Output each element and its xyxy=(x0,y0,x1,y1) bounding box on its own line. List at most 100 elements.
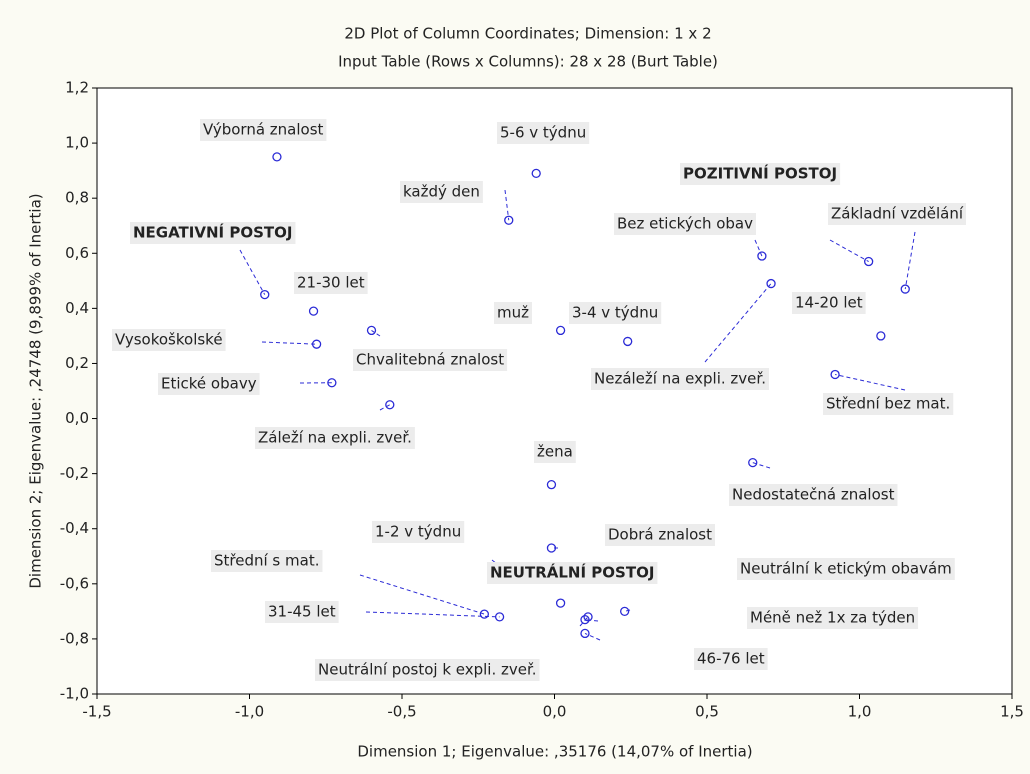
x-axis-label: Dimension 1; Eigenvalue: ,35176 (14,07% … xyxy=(357,743,752,761)
label-background xyxy=(828,203,967,225)
leader-line xyxy=(834,373,906,391)
point-label: Neutrální k etickým obavám xyxy=(740,560,952,578)
label-background xyxy=(737,558,955,580)
point-label: muž xyxy=(497,304,529,322)
leader-line xyxy=(261,341,317,345)
label-background xyxy=(158,373,260,395)
x-tick-label: -1,5 xyxy=(82,703,111,721)
point xyxy=(494,612,505,622)
label-background xyxy=(497,122,590,144)
point xyxy=(900,284,910,294)
point xyxy=(620,606,630,617)
point xyxy=(583,612,593,622)
y-tick-label: -1,0 xyxy=(60,685,89,703)
point-label: Chvalitebná znalost xyxy=(356,351,504,369)
point-label: Střední s mat. xyxy=(214,552,319,570)
point xyxy=(308,306,319,316)
leader-line xyxy=(829,239,869,262)
leader-line xyxy=(754,239,763,257)
point-label: 46-76 let xyxy=(697,650,765,668)
point xyxy=(366,325,377,336)
x-tick-label: 0,5 xyxy=(695,703,719,721)
point-label: 1-2 v týdnu xyxy=(375,523,461,541)
point xyxy=(546,480,557,490)
label-background xyxy=(200,119,327,141)
label-background xyxy=(494,302,532,324)
point-label: Nedostatečná znalost xyxy=(732,486,895,504)
point-label: Základní vzdělání xyxy=(831,205,964,223)
x-tick-label: -1,0 xyxy=(235,703,264,721)
label-background xyxy=(265,601,339,623)
point-label: Méně než 1x za týden xyxy=(750,609,915,627)
leader-line xyxy=(584,632,601,641)
y-tick-label: 0,0 xyxy=(65,409,89,427)
point xyxy=(504,215,514,225)
point-label: 31-45 let xyxy=(268,603,336,621)
label-background xyxy=(130,222,296,244)
y-axis-label: Dimension 2; Eigenvalue: ,24748 (9,899% … xyxy=(27,193,45,588)
point xyxy=(555,325,566,336)
point xyxy=(580,614,590,625)
point xyxy=(580,628,590,639)
point-label: Dobrá znalost xyxy=(608,526,712,544)
x-tick-label: 1,0 xyxy=(848,703,872,721)
point-label: NEUTRÁLNÍ POSTOJ xyxy=(490,563,654,582)
point xyxy=(623,336,633,347)
label-background xyxy=(400,181,483,203)
point xyxy=(327,378,337,388)
label-background xyxy=(211,550,323,572)
label-background xyxy=(680,163,841,185)
point-label: 3-4 v týdnu xyxy=(572,304,658,322)
point-label: každý den xyxy=(403,183,480,201)
chart-subtitle: Input Table (Rows x Columns): 28 x 28 (B… xyxy=(338,53,718,71)
point-label: Etické obavy xyxy=(161,375,257,393)
y-tick-label: -0,8 xyxy=(60,629,89,647)
label-background xyxy=(729,484,898,506)
label-background xyxy=(747,607,919,629)
y-tick-label: 1,0 xyxy=(65,134,89,152)
point xyxy=(479,609,490,619)
point-label: Vysokoškolské xyxy=(115,331,223,349)
y-tick-label: 0,2 xyxy=(65,354,89,372)
point-label: Nezáleží na expli. zveř. xyxy=(594,370,766,388)
point xyxy=(546,543,557,553)
point xyxy=(272,152,282,162)
label-background xyxy=(353,349,508,371)
point-label: 14-20 let xyxy=(795,294,863,312)
y-tick-label: 1,2 xyxy=(65,79,89,97)
leader-line xyxy=(365,611,500,618)
leader-line xyxy=(371,329,381,337)
label-background xyxy=(255,427,415,449)
point-label: Výborná znalost xyxy=(203,121,324,139)
y-tick-label: -0,6 xyxy=(60,574,89,592)
point-label: 21-30 let xyxy=(297,274,365,292)
point xyxy=(555,598,566,608)
point xyxy=(830,369,840,380)
x-tick-label: 1,5 xyxy=(1000,703,1024,721)
point-label: Střední bez mat. xyxy=(826,395,950,413)
label-background xyxy=(694,648,768,670)
point-label: Záleží na expli. zveř. xyxy=(258,429,412,447)
point xyxy=(757,251,767,261)
label-background xyxy=(112,329,226,351)
y-tick-label: -0,4 xyxy=(60,519,89,537)
y-tick-label: 0,8 xyxy=(65,189,89,207)
point xyxy=(876,331,886,341)
y-tick-label: 0,4 xyxy=(65,299,89,317)
leader-line xyxy=(704,283,772,363)
leader-line xyxy=(904,231,916,290)
leader-line xyxy=(239,249,266,295)
point-label: žena xyxy=(537,443,573,461)
point-label: Bez etických obav xyxy=(617,215,753,233)
leader-line xyxy=(359,574,485,615)
point xyxy=(260,289,270,300)
point xyxy=(531,168,541,179)
label-background xyxy=(487,562,658,584)
leader-line xyxy=(752,462,771,469)
leader-line xyxy=(584,619,599,622)
label-background xyxy=(614,213,757,235)
label-background xyxy=(294,272,368,294)
x-tick-label: 0,0 xyxy=(543,703,567,721)
y-tick-label: -0,2 xyxy=(60,464,89,482)
